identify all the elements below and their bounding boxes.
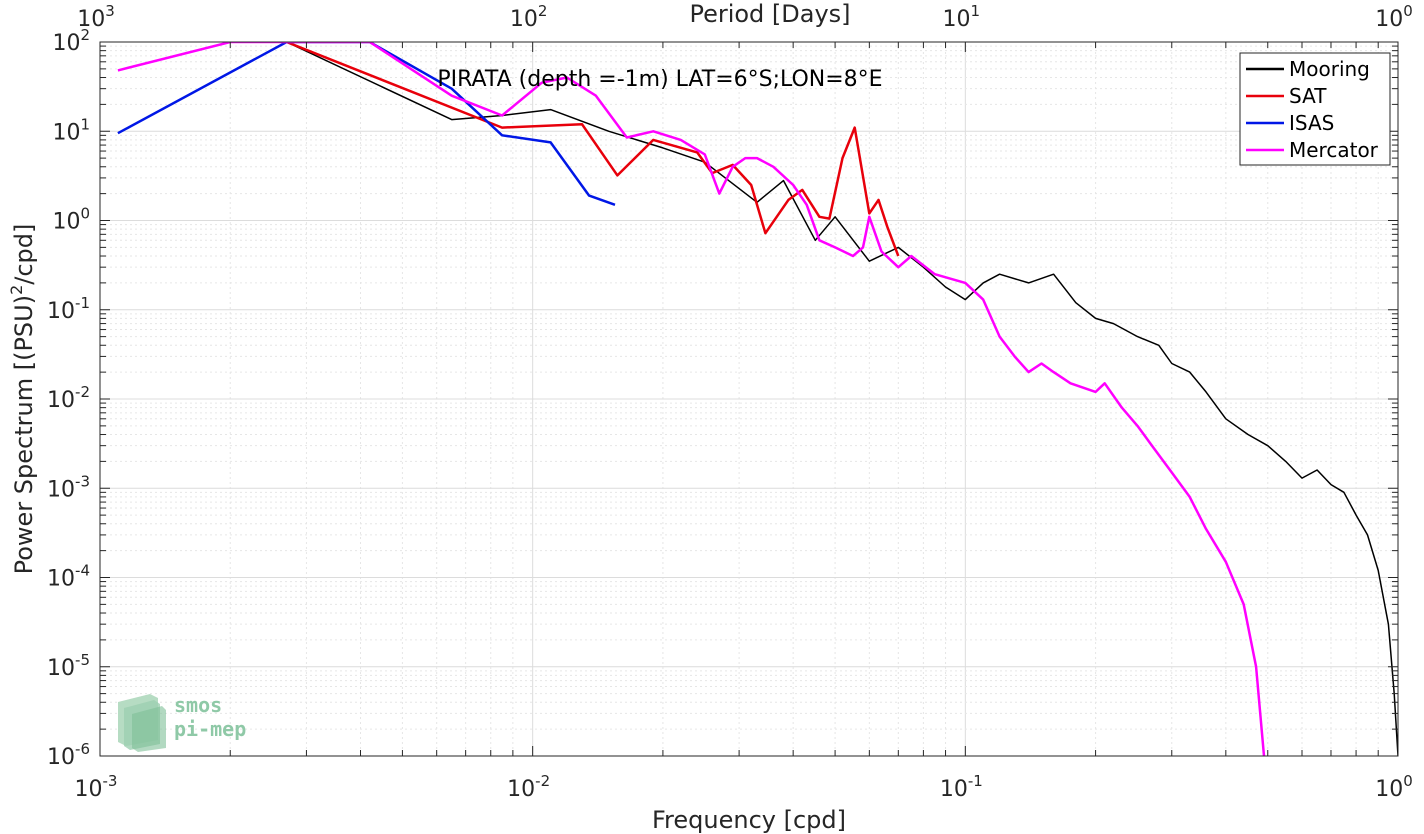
x-tick-label: 10-1 xyxy=(940,772,983,802)
top-tick-label-base: 10 xyxy=(943,7,971,32)
legend-label-mooring: Mooring xyxy=(1289,57,1370,81)
top-tick-label: 100 xyxy=(1375,2,1413,32)
x-tick-label: 10-2 xyxy=(507,772,550,802)
y-tick-label: 10-2 xyxy=(47,383,90,413)
x-tick-label-exp: 0 xyxy=(1403,772,1413,790)
series-line-mercator xyxy=(117,42,1266,756)
top-tick-label-exp: 2 xyxy=(538,2,548,20)
y-tick-label-exp: -5 xyxy=(75,651,90,669)
y-tick-label-exp: -3 xyxy=(75,472,90,490)
y-tick-label-base: 10 xyxy=(52,31,80,56)
legend-box xyxy=(1239,52,1391,166)
y-tick-label: 10-5 xyxy=(47,651,90,681)
top-tick-label-exp: 0 xyxy=(1403,2,1413,20)
y-tick-label-exp: -2 xyxy=(75,383,90,401)
ticks xyxy=(99,42,1398,757)
y-tick-label: 102 xyxy=(52,26,90,56)
y-tick-label-exp: -1 xyxy=(75,294,90,312)
y-tick-label: 10-3 xyxy=(47,472,90,502)
logo-line1: smos xyxy=(174,693,222,717)
y-tick-label: 100 xyxy=(52,205,90,235)
grid xyxy=(99,42,1398,757)
x-tick-label-exp: -3 xyxy=(103,772,118,790)
series-line-mooring xyxy=(286,42,1398,756)
y-tick-label: 10-1 xyxy=(47,294,90,324)
top-tick-label: 103 xyxy=(77,2,115,32)
x-tick-label-base: 10 xyxy=(507,777,535,802)
x-tick-label: 10-3 xyxy=(75,772,118,802)
y-tick-label-base: 10 xyxy=(47,388,75,413)
y-tick-label-exp: 2 xyxy=(80,26,90,44)
y-axis-label-main: Power Spectrum [(PSU) xyxy=(10,295,38,574)
x-tick-label-exp: -1 xyxy=(968,772,983,790)
top-axis-label: Period [Days] xyxy=(689,0,850,28)
logo-line2: pi-mep xyxy=(174,717,246,741)
top-tick-label-base: 10 xyxy=(77,7,105,32)
x-tick-label-exp: -2 xyxy=(535,772,550,790)
y-tick-label: 10-4 xyxy=(47,562,90,592)
y-tick-label-base: 10 xyxy=(47,656,75,681)
y-tick-label-base: 10 xyxy=(52,120,80,145)
x-tick-label-base: 10 xyxy=(940,777,968,802)
x-tick-label-base: 10 xyxy=(1375,777,1403,802)
x-tick-label-base: 10 xyxy=(75,777,103,802)
top-tick-label-exp: 1 xyxy=(971,2,981,20)
x-axis-label: Frequency [cpd] xyxy=(652,806,846,834)
top-tick-label: 101 xyxy=(943,2,981,32)
y-tick-label-exp: -6 xyxy=(75,740,90,758)
y-tick-label-base: 10 xyxy=(47,299,75,324)
y-tick-label: 101 xyxy=(52,115,90,145)
y-axis-label-tail: /cpd] xyxy=(10,224,38,285)
y-tick-label-base: 10 xyxy=(47,567,75,592)
smos-pimep-logo: smos pi-mep xyxy=(118,693,246,752)
y-axis-label: Power Spectrum [(PSU)2/cpd] xyxy=(7,224,38,575)
y-tick-label-exp: 1 xyxy=(80,115,90,133)
legend-label-isas: ISAS xyxy=(1289,111,1334,135)
series-line-isas xyxy=(117,42,616,206)
legend-label-sat: SAT xyxy=(1289,84,1327,108)
top-tick-label: 102 xyxy=(510,2,548,32)
top-tick-label-base: 10 xyxy=(510,7,538,32)
y-axis-label-sup: 2 xyxy=(7,285,26,295)
legend: Mooring SAT ISAS Mercator xyxy=(1239,52,1391,166)
y-tick-label-exp: -4 xyxy=(75,562,90,580)
y-tick-label-base: 10 xyxy=(47,745,75,770)
y-tick-label-base: 10 xyxy=(52,210,80,235)
y-tick-label-exp: 0 xyxy=(80,205,90,223)
chart-title: PIRATA (depth =-1m) LAT=6°S;LON=8°E xyxy=(437,67,882,92)
legend-label-mercator: Mercator xyxy=(1289,138,1379,162)
y-tick-label-base: 10 xyxy=(47,477,75,502)
x-tick-label: 100 xyxy=(1375,772,1413,802)
top-tick-label-exp: 3 xyxy=(105,2,115,20)
series-lines xyxy=(117,42,1398,756)
series-line-sat xyxy=(286,42,900,257)
y-tick-label: 10-6 xyxy=(47,740,90,770)
top-tick-label-base: 10 xyxy=(1375,7,1403,32)
